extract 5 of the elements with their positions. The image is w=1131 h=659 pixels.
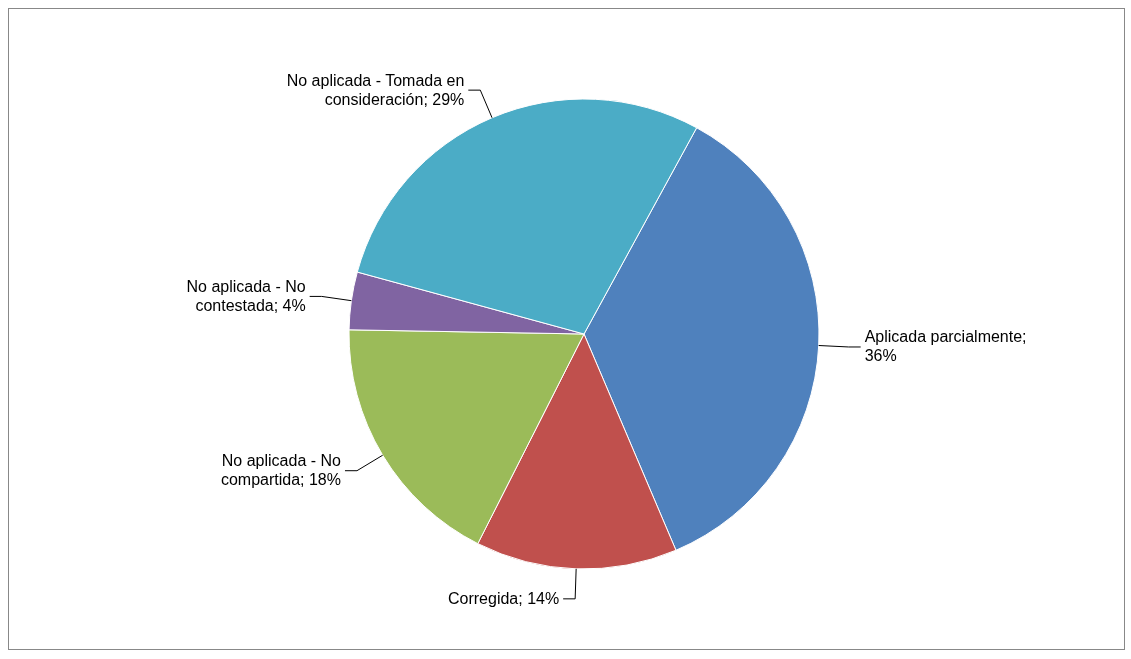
slice-label: No aplicada - Tomada en consideración; 29% xyxy=(286,71,465,108)
slice-label: Aplicada parcialmente; 36% xyxy=(864,328,1027,365)
slice-label: Corregida; 14% xyxy=(447,589,560,607)
slice-label: No aplicada - No compartida; 18% xyxy=(220,452,342,489)
slice-label: No aplicada - No contestada; 4% xyxy=(186,277,306,314)
